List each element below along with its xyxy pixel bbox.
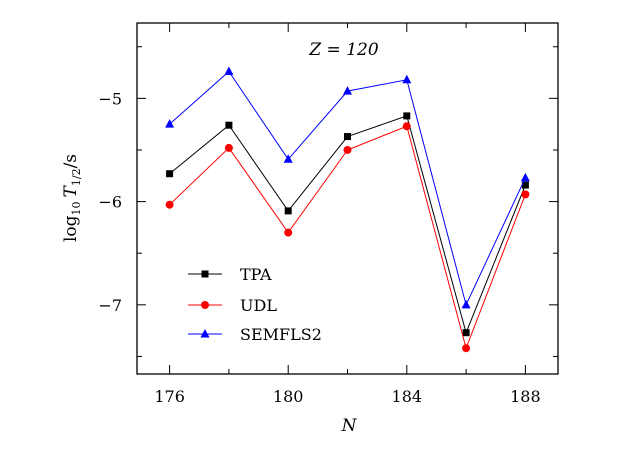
legend-label-tpa: TPA	[240, 265, 272, 284]
plot-frame	[136, 22, 559, 375]
data-point-udl	[521, 190, 530, 199]
data-point-udl	[165, 200, 174, 209]
data-point-semfls2	[283, 154, 293, 163]
data-point-tpa	[284, 207, 292, 215]
legend-marker-udl	[201, 301, 209, 309]
x-tick-label: 184	[392, 387, 423, 406]
legend: TPA UDL SEMFLS2	[188, 265, 322, 344]
y-tick-label: −7	[98, 296, 122, 315]
data-point-semfls2	[402, 74, 412, 84]
data-point-udl	[284, 228, 293, 237]
data-point-semfls2	[461, 299, 471, 309]
y-tick-label: −5	[98, 89, 122, 108]
data-point-tpa	[403, 112, 411, 120]
data-point-tpa	[225, 121, 233, 129]
legend-item-tpa: TPA	[188, 265, 272, 284]
legend-item-semfls2: SEMFLS2	[188, 325, 322, 344]
y-axis-label: log10T1/2/s	[61, 154, 83, 242]
data-point-udl	[402, 122, 411, 131]
legend-label-semfls2: SEMFLS2	[240, 325, 322, 344]
data-point-udl	[462, 344, 471, 353]
y-ticks: −5 −6 −7	[98, 46, 558, 357]
legend-marker-semfls2	[200, 329, 210, 338]
data-point-udl	[224, 143, 233, 152]
x-tick-label: 176	[154, 387, 185, 406]
data-point-semfls2	[224, 66, 234, 76]
data-point-tpa	[462, 329, 470, 337]
data-point-udl	[343, 145, 352, 154]
series-line-semfls2	[169, 70, 526, 307]
series-layer	[165, 66, 530, 353]
x-tick-label: 180	[273, 387, 304, 406]
data-point-tpa	[521, 181, 529, 189]
y-tick-label: −6	[98, 193, 122, 212]
x-tick-label: 188	[510, 387, 541, 406]
data-point-tpa	[344, 133, 351, 141]
x-axis-label: N	[341, 416, 358, 436]
data-point-semfls2	[343, 86, 352, 95]
data-point-semfls2	[520, 172, 530, 182]
data-point-semfls2	[165, 119, 175, 128]
legend-marker-tpa	[201, 270, 209, 278]
data-point-tpa	[166, 170, 174, 178]
legend-label-udl: UDL	[240, 296, 277, 315]
series-line-udl	[169, 125, 526, 350]
legend-item-udl: UDL	[188, 296, 277, 315]
annotation-z: Z = 120	[308, 40, 378, 60]
x-ticks: 176 180 184 188	[154, 23, 541, 406]
